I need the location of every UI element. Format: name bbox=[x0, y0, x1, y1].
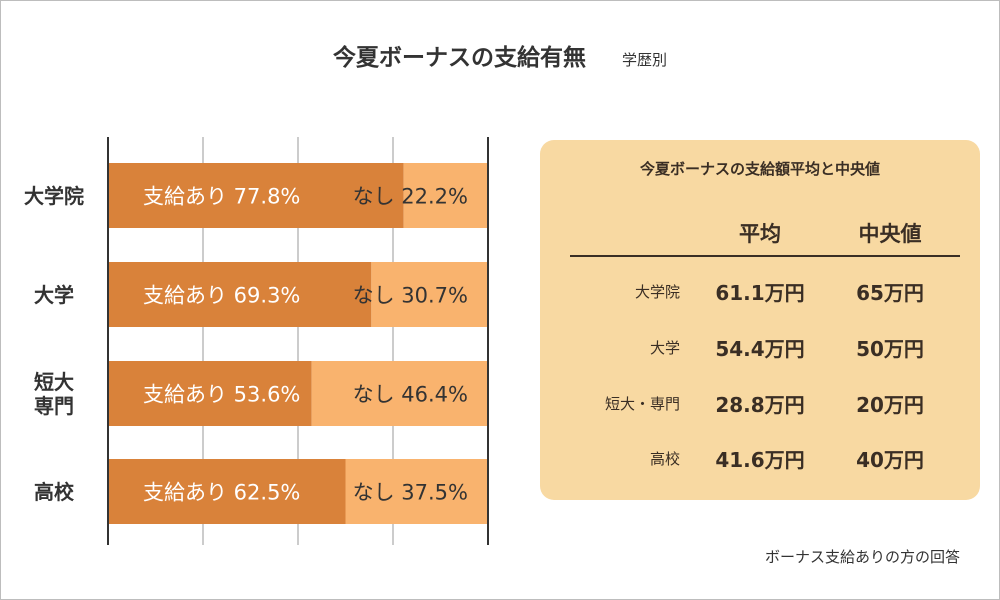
title-sub: 学歴別 bbox=[621, 51, 667, 69]
footnote: ボーナス支給ありの方の回答 bbox=[764, 548, 960, 566]
row-label: 高校 bbox=[649, 450, 680, 468]
bar-paid bbox=[108, 361, 312, 426]
category-label: 大学院 bbox=[10, 184, 98, 208]
data-label-none: なし 46.4% bbox=[353, 383, 468, 407]
summary-panel: 今夏ボーナスの支給額平均と中央値 平均 中央値 大学院 61.1万円 65万円 … bbox=[540, 140, 980, 500]
category-label-line: 短大 bbox=[34, 369, 74, 394]
row-label: 大学 bbox=[649, 339, 680, 357]
bar-none bbox=[345, 459, 488, 524]
bar-paid bbox=[108, 262, 372, 327]
row-avg: 61.1万円 bbox=[715, 281, 805, 305]
row-label: 大学院 bbox=[634, 283, 680, 301]
row-median: 50万円 bbox=[856, 337, 924, 361]
category-label-line: 専門 bbox=[34, 393, 74, 418]
row-avg: 54.4万円 bbox=[715, 337, 805, 361]
chart-title: 今夏ボーナスの支給有無 学歴別 bbox=[0, 38, 1000, 72]
panel-title: 今夏ボーナスの支給額平均と中央値 bbox=[639, 160, 880, 178]
row-median: 40万円 bbox=[856, 448, 924, 472]
header-avg: 平均 bbox=[739, 222, 781, 246]
bar-none bbox=[371, 262, 488, 327]
data-label-paid: 支給あり 77.8% bbox=[143, 185, 300, 209]
bar-none bbox=[311, 361, 488, 426]
data-label-none: なし 37.5% bbox=[353, 481, 468, 505]
table-row: 大学院 61.1万円 65万円 bbox=[540, 277, 980, 307]
category-label-line: 大学 bbox=[34, 282, 74, 307]
row-avg: 41.6万円 bbox=[715, 448, 805, 472]
data-label-paid: 支給あり 69.3% bbox=[143, 284, 300, 308]
data-label-paid: 支給あり 53.6% bbox=[143, 383, 300, 407]
bar-paid bbox=[108, 163, 404, 228]
category-label: 高校 bbox=[10, 480, 98, 504]
category-label: 大学 bbox=[10, 283, 98, 307]
bar-paid bbox=[108, 459, 346, 524]
category-label: 短大 専門 bbox=[10, 370, 98, 418]
row-avg: 28.8万円 bbox=[715, 393, 805, 417]
data-label-paid: 支給あり 62.5% bbox=[143, 481, 300, 505]
table-row: 大学 54.4万円 50万円 bbox=[540, 333, 980, 363]
header-median: 中央値 bbox=[858, 222, 922, 246]
table-row: 高校 41.6万円 40万円 bbox=[540, 444, 980, 474]
category-label-line: 高校 bbox=[34, 479, 74, 504]
table-row: 短大・専門 28.8万円 20万円 bbox=[540, 389, 980, 419]
row-median: 20万円 bbox=[856, 393, 924, 417]
row-median: 65万円 bbox=[856, 281, 924, 305]
category-label-line: 大学院 bbox=[24, 183, 84, 208]
title-main: 今夏ボーナスの支給有無 bbox=[332, 45, 586, 71]
data-label-none: なし 22.2% bbox=[353, 185, 468, 209]
data-label-none: なし 30.7% bbox=[353, 284, 468, 308]
bar-none bbox=[403, 163, 488, 228]
header-divider bbox=[570, 255, 960, 257]
row-label: 短大・専門 bbox=[604, 395, 680, 413]
